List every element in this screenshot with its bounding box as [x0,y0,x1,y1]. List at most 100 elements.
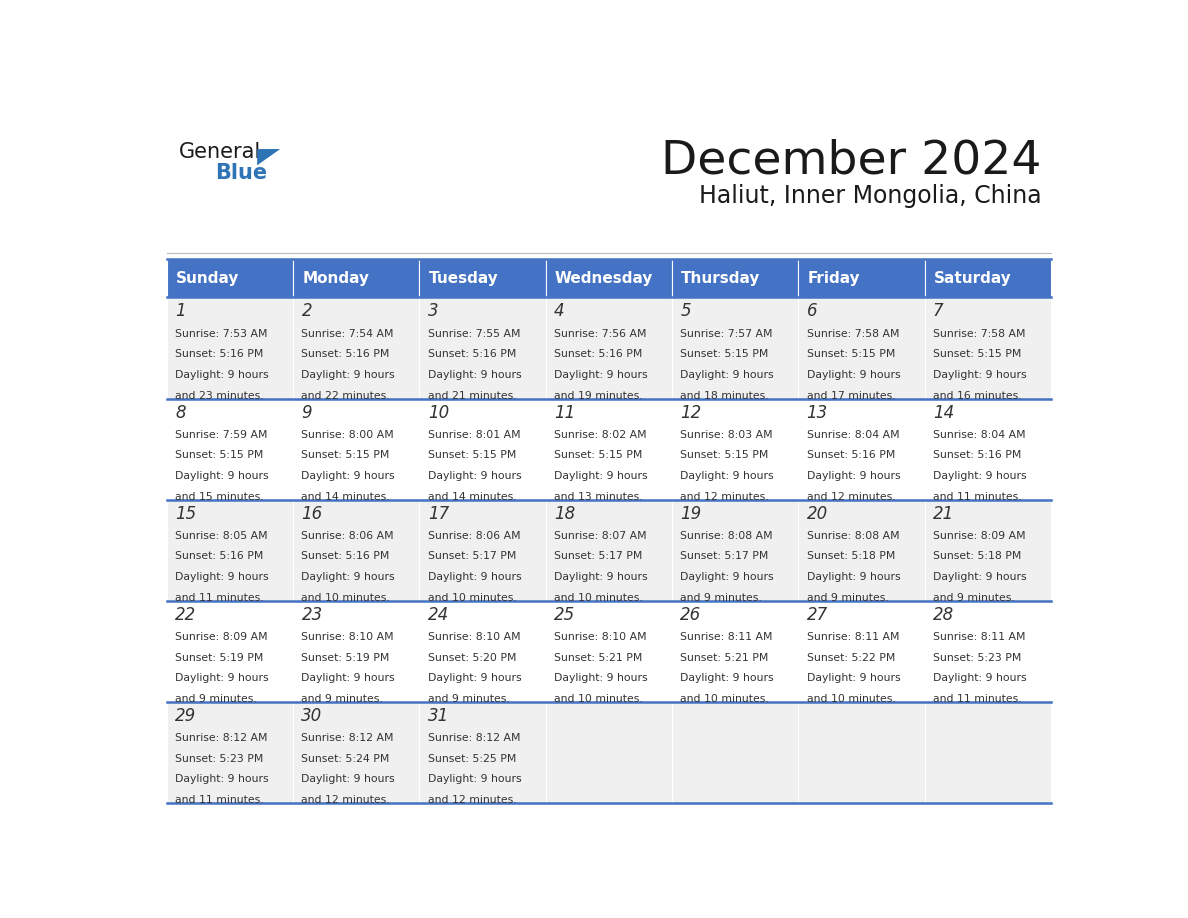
Text: and 21 minutes.: and 21 minutes. [428,391,517,401]
Text: Sunrise: 7:53 AM: Sunrise: 7:53 AM [175,329,267,339]
Text: 13: 13 [807,404,828,421]
Text: Sunrise: 7:55 AM: Sunrise: 7:55 AM [428,329,520,339]
Text: Sunrise: 8:08 AM: Sunrise: 8:08 AM [807,531,899,541]
Text: Daylight: 9 hours: Daylight: 9 hours [175,775,268,784]
FancyBboxPatch shape [293,701,419,803]
Text: 21: 21 [933,505,954,522]
Text: and 11 minutes.: and 11 minutes. [933,694,1022,704]
Text: and 23 minutes.: and 23 minutes. [175,391,264,401]
Text: Sunset: 5:23 PM: Sunset: 5:23 PM [175,754,264,764]
Text: Sunrise: 7:58 AM: Sunrise: 7:58 AM [933,329,1025,339]
Text: 28: 28 [933,606,954,623]
Text: Sunset: 5:16 PM: Sunset: 5:16 PM [302,552,390,562]
Text: and 9 minutes.: and 9 minutes. [428,694,510,704]
Text: 14: 14 [933,404,954,421]
Text: Daylight: 9 hours: Daylight: 9 hours [428,572,522,582]
FancyBboxPatch shape [798,398,924,499]
Text: Daylight: 9 hours: Daylight: 9 hours [175,471,268,481]
Text: Sunset: 5:22 PM: Sunset: 5:22 PM [807,653,895,663]
Text: Daylight: 9 hours: Daylight: 9 hours [302,370,396,380]
Text: Sunrise: 7:56 AM: Sunrise: 7:56 AM [554,329,646,339]
Text: 8: 8 [175,404,185,421]
Text: Friday: Friday [808,271,860,285]
Text: Sunrise: 8:08 AM: Sunrise: 8:08 AM [681,531,773,541]
Text: Daylight: 9 hours: Daylight: 9 hours [175,572,268,582]
Text: and 9 minutes.: and 9 minutes. [933,593,1015,603]
FancyBboxPatch shape [419,259,545,297]
Text: 2: 2 [302,302,312,320]
Text: Sunrise: 8:09 AM: Sunrise: 8:09 AM [933,531,1025,541]
Text: Daylight: 9 hours: Daylight: 9 hours [681,572,773,582]
FancyBboxPatch shape [798,259,924,297]
Text: 17: 17 [428,505,449,522]
FancyBboxPatch shape [293,499,419,600]
FancyBboxPatch shape [798,701,924,803]
Text: General: General [179,142,261,162]
Text: and 10 minutes.: and 10 minutes. [554,694,643,704]
Text: Daylight: 9 hours: Daylight: 9 hours [302,471,396,481]
Text: Sunrise: 8:04 AM: Sunrise: 8:04 AM [933,430,1025,440]
Text: Sunset: 5:25 PM: Sunset: 5:25 PM [428,754,516,764]
FancyBboxPatch shape [672,499,798,600]
Text: and 9 minutes.: and 9 minutes. [175,694,257,704]
Text: Daylight: 9 hours: Daylight: 9 hours [428,370,522,380]
Polygon shape [257,149,280,165]
Text: Sunrise: 7:59 AM: Sunrise: 7:59 AM [175,430,267,440]
Text: Sunrise: 8:03 AM: Sunrise: 8:03 AM [681,430,773,440]
Text: and 10 minutes.: and 10 minutes. [807,694,896,704]
Text: and 12 minutes.: and 12 minutes. [302,795,390,805]
Text: and 11 minutes.: and 11 minutes. [933,492,1022,502]
Text: Daylight: 9 hours: Daylight: 9 hours [302,572,396,582]
FancyBboxPatch shape [166,297,293,398]
Text: and 14 minutes.: and 14 minutes. [302,492,390,502]
Text: 22: 22 [175,606,196,623]
Text: and 12 minutes.: and 12 minutes. [681,492,769,502]
Text: 6: 6 [807,302,817,320]
Text: 15: 15 [175,505,196,522]
FancyBboxPatch shape [924,701,1051,803]
Text: 16: 16 [302,505,323,522]
Text: and 22 minutes.: and 22 minutes. [302,391,390,401]
Text: Sunset: 5:15 PM: Sunset: 5:15 PM [807,350,895,359]
FancyBboxPatch shape [798,499,924,600]
Text: Daylight: 9 hours: Daylight: 9 hours [554,673,647,683]
FancyBboxPatch shape [924,398,1051,499]
Text: Monday: Monday [303,271,369,285]
Text: Sunset: 5:18 PM: Sunset: 5:18 PM [933,552,1022,562]
Text: Sunrise: 8:06 AM: Sunrise: 8:06 AM [302,531,394,541]
Text: 31: 31 [428,707,449,724]
Text: Daylight: 9 hours: Daylight: 9 hours [175,673,268,683]
Text: 1: 1 [175,302,185,320]
FancyBboxPatch shape [798,600,924,701]
Text: Sunset: 5:16 PM: Sunset: 5:16 PM [175,350,264,359]
Text: Daylight: 9 hours: Daylight: 9 hours [554,471,647,481]
Text: Sunset: 5:16 PM: Sunset: 5:16 PM [554,350,643,359]
Text: and 14 minutes.: and 14 minutes. [428,492,517,502]
Text: Daylight: 9 hours: Daylight: 9 hours [554,370,647,380]
Text: and 12 minutes.: and 12 minutes. [428,795,517,805]
Text: Sunrise: 8:01 AM: Sunrise: 8:01 AM [428,430,520,440]
FancyBboxPatch shape [672,600,798,701]
Text: Sunset: 5:15 PM: Sunset: 5:15 PM [933,350,1022,359]
Text: Sunset: 5:15 PM: Sunset: 5:15 PM [302,451,390,461]
FancyBboxPatch shape [293,297,419,398]
Text: Sunset: 5:16 PM: Sunset: 5:16 PM [175,552,264,562]
Text: Sunrise: 7:57 AM: Sunrise: 7:57 AM [681,329,772,339]
Text: 9: 9 [302,404,312,421]
Text: and 9 minutes.: and 9 minutes. [681,593,762,603]
Text: 27: 27 [807,606,828,623]
FancyBboxPatch shape [419,600,545,701]
Text: 10: 10 [428,404,449,421]
Text: and 10 minutes.: and 10 minutes. [681,694,769,704]
Text: Sunset: 5:24 PM: Sunset: 5:24 PM [302,754,390,764]
FancyBboxPatch shape [672,398,798,499]
Text: and 11 minutes.: and 11 minutes. [175,593,264,603]
Text: Daylight: 9 hours: Daylight: 9 hours [428,471,522,481]
Text: Sunset: 5:15 PM: Sunset: 5:15 PM [175,451,264,461]
Text: Daylight: 9 hours: Daylight: 9 hours [807,370,901,380]
Text: Daylight: 9 hours: Daylight: 9 hours [933,471,1026,481]
Text: and 10 minutes.: and 10 minutes. [554,593,643,603]
Text: Daylight: 9 hours: Daylight: 9 hours [428,673,522,683]
Text: Thursday: Thursday [681,271,760,285]
Text: Sunset: 5:19 PM: Sunset: 5:19 PM [302,653,390,663]
